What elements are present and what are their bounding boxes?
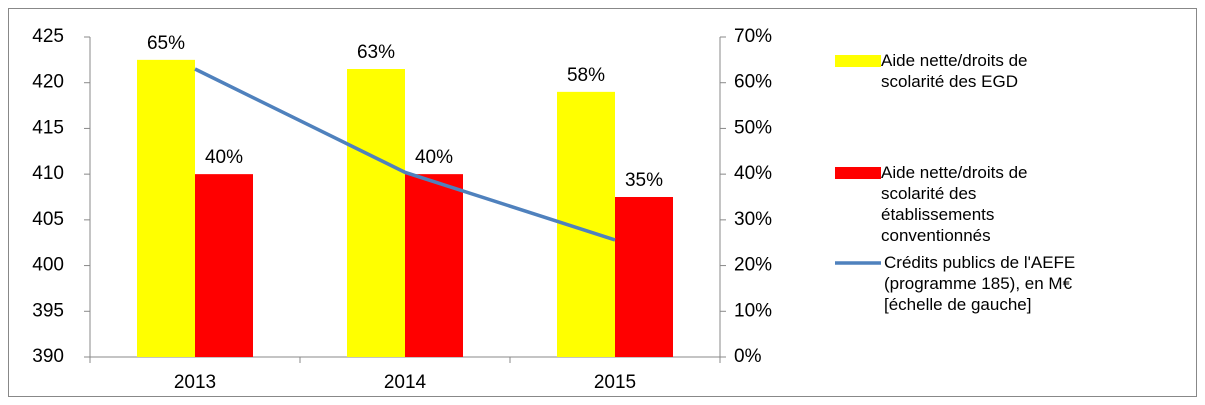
data-label: 65% [147, 33, 185, 54]
x-tick-label: 2014 [384, 372, 427, 393]
y-tick-label: 425 [32, 26, 64, 47]
bar [137, 59, 195, 357]
y2-tick-label: 70% [734, 26, 772, 47]
y-tick-label: 410 [32, 163, 64, 184]
data-label: 40% [205, 147, 243, 168]
legend-swatch [835, 55, 881, 67]
legend-label: Crédits publics de l'AEFE (programme 185… [884, 253, 1076, 314]
bar [405, 174, 463, 357]
line [194, 67, 616, 242]
y-tick-label: 390 [32, 346, 64, 367]
y-tick-label: 400 [32, 255, 64, 276]
data-label: 58% [567, 65, 605, 86]
y-tick-label: 395 [32, 300, 64, 321]
legend-swatch [835, 167, 881, 179]
y2-tick-label: 30% [734, 209, 772, 230]
y2-tick-label: 40% [734, 163, 772, 184]
bar [195, 174, 253, 357]
y2-tick-label: 20% [734, 255, 772, 276]
legend-label: Aide nette/droits de scolarité des établ… [881, 163, 1028, 245]
data-label: 40% [415, 147, 453, 168]
bar [615, 197, 673, 357]
x-tick-label: 2013 [174, 372, 216, 393]
legend-label: Aide nette/droits de scolarité des EGD [881, 51, 1028, 91]
data-label: 35% [625, 170, 663, 191]
y2-tick-label: 50% [734, 117, 772, 138]
x-tick-label: 2015 [594, 372, 636, 393]
y2-tick-label: 10% [734, 300, 772, 321]
y2-tick-label: 0% [734, 346, 762, 367]
y-tick-label: 405 [32, 209, 64, 230]
y-tick-label: 420 [32, 72, 64, 93]
y-tick-label: 415 [32, 117, 64, 138]
bar [347, 69, 405, 357]
data-label: 63% [357, 42, 395, 63]
y2-tick-label: 60% [734, 72, 772, 93]
